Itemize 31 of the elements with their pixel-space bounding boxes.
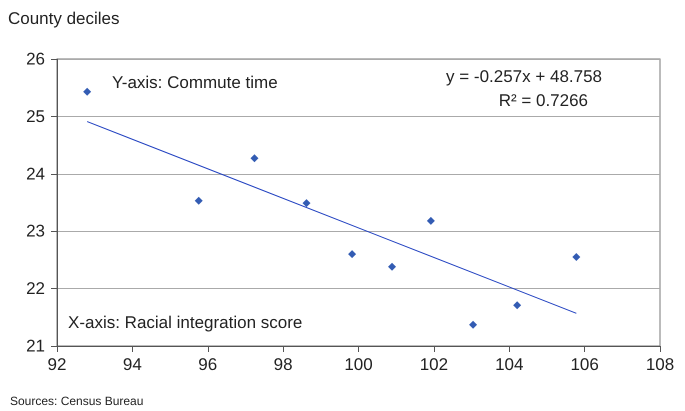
point (513, 301, 522, 310)
point (388, 262, 396, 271)
x-tick-label: 100 (344, 355, 373, 374)
annotation: X-axis: Racial integration score (68, 313, 302, 332)
y-tick-label: 24 (26, 164, 45, 184)
point (302, 199, 310, 208)
y-tick-label: 26 (26, 50, 45, 68)
source-note: Sources: Census Bureau (10, 394, 144, 408)
point (250, 154, 258, 162)
x-tick-label: 104 (495, 355, 524, 374)
y-tick-label: 25 (26, 106, 45, 126)
annotation: R² = 0.7266 (498, 91, 588, 110)
point (572, 253, 580, 262)
y-tick-label: 21 (26, 336, 45, 356)
x-tick-label: 108 (646, 355, 674, 374)
x-tick-label: 92 (48, 355, 66, 374)
x-tick-label: 106 (570, 355, 599, 374)
y-tick-label: 23 (26, 222, 45, 241)
x-tick-label: 98 (274, 355, 293, 374)
point (194, 196, 203, 205)
point (83, 88, 92, 96)
x-tick-label: 96 (198, 355, 218, 374)
x-tick-label: 102 (420, 355, 448, 374)
point (348, 250, 356, 258)
x-tick-label: 94 (122, 355, 142, 374)
point (426, 216, 435, 225)
point (469, 320, 478, 329)
annotation: y = -0.257x + 48.758 (446, 67, 602, 86)
y-tick-label: 22 (26, 279, 45, 298)
annotation: Y-axis: Commute time (112, 73, 278, 92)
y-axis-title: County deciles (8, 9, 120, 28)
